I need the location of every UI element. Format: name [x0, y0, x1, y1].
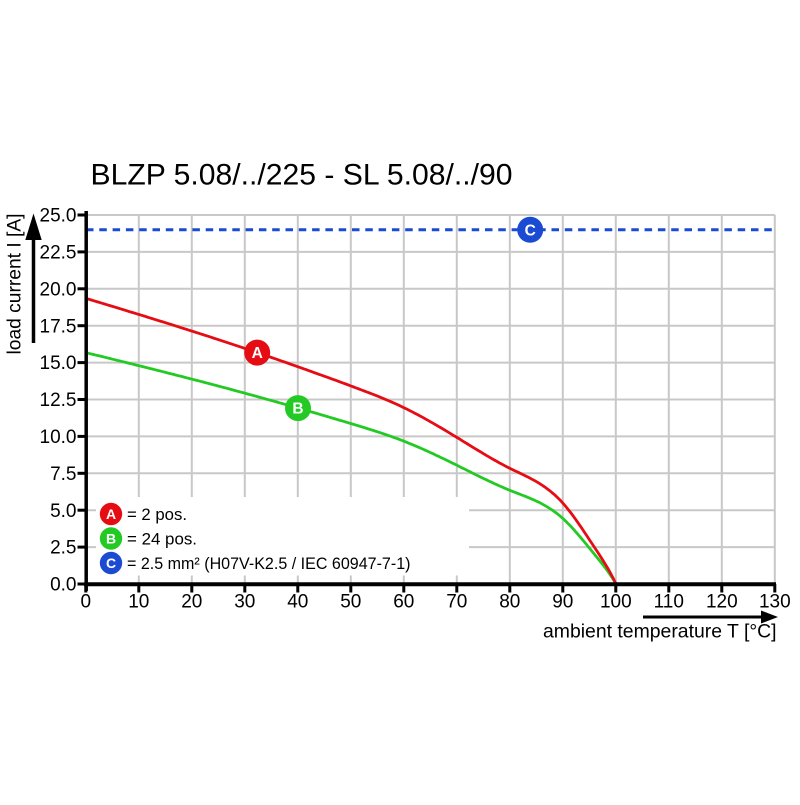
svg-text:= 2.5 mm² (H07V-K2.5 / IEC 609: = 2.5 mm² (H07V-K2.5 / IEC 60947-7-1): [127, 554, 411, 573]
svg-text:B: B: [106, 531, 116, 547]
svg-text:B: B: [292, 401, 303, 418]
svg-text:ambient temperature T [°C]: ambient temperature T [°C]: [543, 621, 777, 643]
svg-text:A: A: [106, 506, 116, 522]
svg-text:C: C: [106, 555, 116, 571]
svg-text:80: 80: [499, 592, 520, 613]
svg-text:10.0: 10.0: [40, 427, 77, 448]
svg-text:2.5: 2.5: [50, 538, 76, 559]
svg-text:30: 30: [234, 592, 255, 613]
svg-text:A: A: [252, 345, 263, 362]
svg-text:70: 70: [446, 592, 467, 613]
svg-text:50: 50: [340, 592, 361, 613]
svg-text:0: 0: [81, 592, 92, 613]
svg-text:17.5: 17.5: [40, 316, 77, 337]
svg-text:110: 110: [654, 592, 684, 613]
svg-text:5.0: 5.0: [50, 501, 76, 522]
svg-text:130: 130: [759, 592, 791, 613]
svg-text:120: 120: [706, 592, 738, 613]
svg-text:BLZP 5.08/../225 - SL 5.08/../: BLZP 5.08/../225 - SL 5.08/../90: [91, 159, 513, 192]
svg-text:= 2 pos.: = 2 pos.: [127, 505, 187, 524]
svg-text:C: C: [525, 222, 536, 239]
svg-text:25.0: 25.0: [40, 206, 77, 227]
svg-text:20.0: 20.0: [40, 279, 77, 300]
svg-text:40: 40: [287, 592, 308, 613]
svg-text:20: 20: [181, 592, 202, 613]
svg-text:0.0: 0.0: [50, 575, 76, 596]
svg-text:12.5: 12.5: [40, 390, 77, 411]
svg-text:= 24 pos.: = 24 pos.: [127, 530, 197, 549]
svg-text:10: 10: [128, 592, 149, 613]
svg-text:15.0: 15.0: [40, 353, 77, 374]
svg-text:7.5: 7.5: [50, 464, 76, 485]
svg-text:90: 90: [552, 592, 573, 613]
svg-text:22.5: 22.5: [40, 243, 77, 264]
svg-text:60: 60: [393, 592, 414, 613]
svg-text:load current I [A]: load current I [A]: [4, 214, 26, 355]
svg-text:100: 100: [600, 592, 632, 613]
